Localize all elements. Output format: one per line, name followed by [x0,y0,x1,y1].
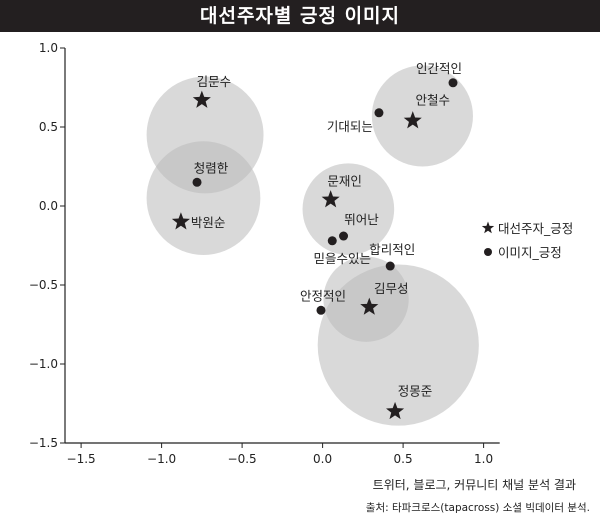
candidate-star [171,212,190,230]
candidate-star [386,401,405,420]
image-label: 인간적인 [416,61,462,76]
candidate-label: 박원순 [191,215,226,230]
candidate-label: 안철수 [416,93,451,108]
x-tick-label: −1.5 [67,452,96,466]
candidate-star [403,111,422,129]
cluster-circle-2 [146,141,261,255]
image-label: 믿을수있는 [314,251,372,266]
cluster-circle-3 [371,65,473,167]
y-tick-label: −1.5 [29,436,58,450]
image-label: 안정적인 [300,288,346,303]
candidate-label: 김무성 [374,281,409,296]
candidate-label: 정몽준 [398,383,433,398]
cluster-circles [146,65,479,426]
chart-caption: 트위터, 블로그, 커뮤니티 채널 분석 결과 [372,478,576,492]
source-note: 출처: 타파크로스(tapacross) 소셜 빅데이터 분석. [365,502,590,514]
y-tick-label: 0.5 [39,120,58,134]
legend-label: 이미지_긍정 [498,245,562,260]
legend-label: 대선주자_긍정 [498,221,573,236]
x-tick-label: 0.0 [313,452,332,466]
x-tick-label: −1.0 [147,452,176,466]
x-tick-label: 1.0 [474,452,493,466]
cluster-circle-4 [302,163,395,255]
candidate-label: 문재인 [327,174,362,189]
candidate-star [321,190,340,208]
image-dot [385,261,395,271]
image-dot [448,78,458,88]
candidate-label: 김문수 [197,74,232,89]
candidate-star [192,90,211,108]
image-dot [192,177,202,187]
image-label: 뛰어난 [344,212,379,227]
legend-star [481,221,495,234]
image-dot [327,236,337,246]
image-dot [316,305,326,315]
x-tick-label: −0.5 [228,452,257,466]
image-label: 청렴한 [194,160,229,175]
image-label: 합리적인 [369,242,415,257]
x-tick-label: 0.5 [394,452,413,466]
candidate-star [360,297,379,315]
y-tick-label: −1.0 [29,357,58,371]
legend-dot [484,248,492,256]
chart-title: 대선주자별 긍정 이미지 [0,0,600,32]
image-label: 기대되는 [327,119,373,134]
cluster-circle-6 [317,264,479,426]
axes: 1.0 0.5 0.0 −0.5 −1.0 −1.5 −1.5 −1.0 −0.5 0.0 0.5 1… [29,41,500,466]
y-tick-label: −0.5 [29,278,58,292]
y-tick-label: 0.0 [39,199,58,213]
y-tick-label: 1.0 [39,41,58,55]
image-dot [374,108,384,118]
image-dot [339,231,349,241]
